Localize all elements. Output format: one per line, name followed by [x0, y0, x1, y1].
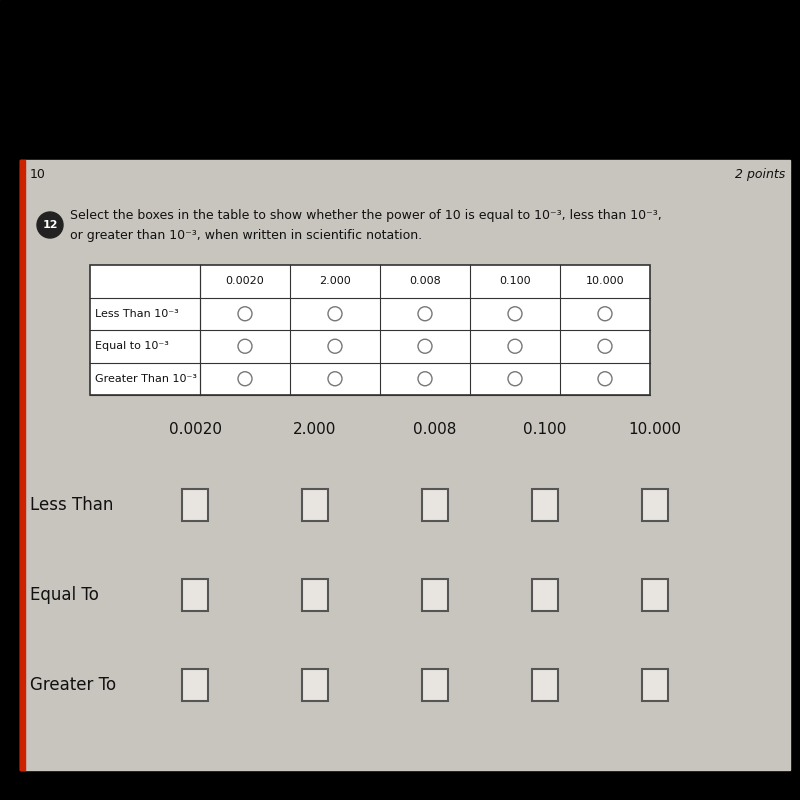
Text: 10.000: 10.000: [586, 276, 624, 286]
Bar: [532, 579, 558, 611]
Text: 0.008: 0.008: [414, 422, 457, 438]
Bar: [90, 265, 650, 395]
Text: 2 points: 2 points: [734, 168, 785, 181]
Text: Less Than 10⁻³: Less Than 10⁻³: [95, 309, 178, 318]
Bar: [532, 489, 558, 521]
Bar: [20, 160, 25, 770]
Text: Equal To: Equal To: [30, 586, 99, 604]
Text: 0.100: 0.100: [499, 276, 531, 286]
Bar: [422, 669, 448, 701]
Text: or greater than 10⁻³, when written in scientific notation.: or greater than 10⁻³, when written in sc…: [70, 229, 422, 242]
Text: 0.0020: 0.0020: [169, 422, 222, 438]
Text: 2.000: 2.000: [319, 276, 351, 286]
Bar: [182, 489, 208, 521]
Bar: [532, 669, 558, 701]
Bar: [422, 489, 448, 521]
Bar: [20, 160, 790, 770]
Bar: [302, 489, 328, 521]
Bar: [642, 669, 668, 701]
Text: Select the boxes in the table to show whether the power of 10 is equal to 10⁻³, : Select the boxes in the table to show wh…: [70, 209, 662, 222]
Text: Greater To: Greater To: [30, 676, 116, 694]
Text: 12: 12: [42, 220, 58, 230]
Text: 0.008: 0.008: [409, 276, 441, 286]
Text: Less Than: Less Than: [30, 496, 114, 514]
Text: Greater Than 10⁻³: Greater Than 10⁻³: [95, 374, 197, 384]
Bar: [642, 489, 668, 521]
Text: 10: 10: [30, 168, 46, 181]
Circle shape: [37, 212, 63, 238]
Bar: [302, 669, 328, 701]
Bar: [302, 579, 328, 611]
Bar: [642, 579, 668, 611]
Text: Equal to 10⁻³: Equal to 10⁻³: [95, 342, 169, 351]
Bar: [182, 579, 208, 611]
Text: 0.100: 0.100: [523, 422, 566, 438]
Bar: [422, 579, 448, 611]
Text: 0.0020: 0.0020: [226, 276, 264, 286]
Text: 10.000: 10.000: [629, 422, 682, 438]
Text: 2.000: 2.000: [294, 422, 337, 438]
Bar: [182, 669, 208, 701]
